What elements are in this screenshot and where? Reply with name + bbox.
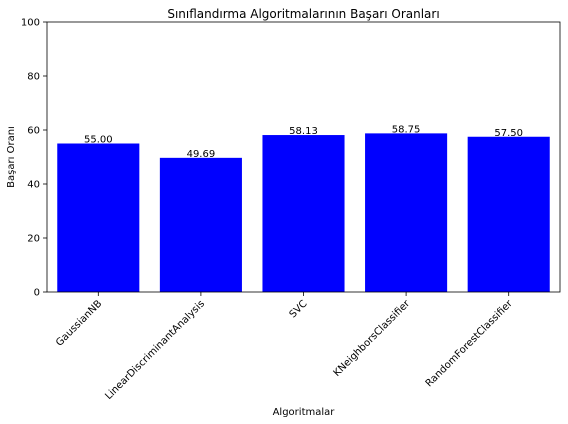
- bars-group: [57, 133, 550, 292]
- value-label-0: 55.00: [84, 135, 113, 146]
- bar-3: [365, 133, 448, 292]
- value-label-2: 58.13: [289, 126, 318, 137]
- y-axis-label: Başarı Oranı: [6, 126, 17, 188]
- value-label-1: 49.69: [187, 149, 216, 160]
- chart-title: Sınıflandırma Algoritmalarının Başarı Or…: [167, 7, 439, 21]
- y-tick-label-0: 0: [34, 288, 40, 299]
- value-label-3: 58.75: [392, 124, 421, 135]
- x-axis-label: Algoritmalar: [273, 407, 336, 418]
- y-tick-label-4: 80: [27, 72, 40, 83]
- y-tick-label-3: 60: [27, 126, 40, 137]
- value-label-4: 57.50: [494, 128, 523, 139]
- y-tick-label-1: 20: [27, 234, 40, 245]
- bar-0: [57, 143, 140, 292]
- bar-1: [159, 157, 242, 292]
- bar-4: [467, 136, 550, 292]
- value-labels-group: 55.00 49.69 58.13 58.75 57.50: [84, 124, 523, 159]
- y-tick-label-5: 100: [21, 18, 40, 29]
- y-axis-ticks: 0 20 40 60 80 100: [21, 18, 47, 299]
- y-tick-label-2: 40: [27, 180, 40, 191]
- bar-2: [262, 135, 345, 292]
